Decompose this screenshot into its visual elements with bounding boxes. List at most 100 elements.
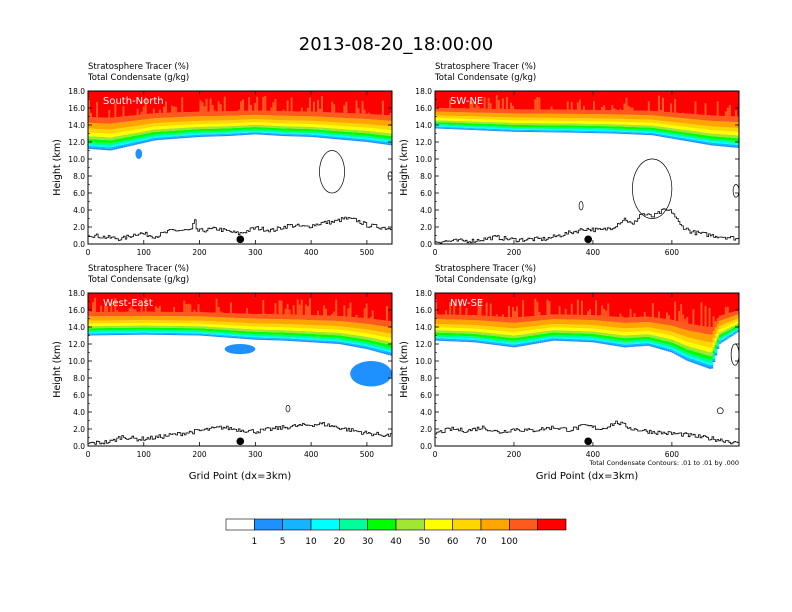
tracer-band-cell: [696, 136, 700, 139]
tracer-band-cell: [175, 293, 178, 312]
tracer-band-cell: [453, 118, 456, 121]
tracer-band-cell: [373, 124, 377, 129]
tracer-band-cell: [92, 334, 95, 336]
tracer-band-cell: [134, 329, 138, 332]
tracer-band-cell: [110, 91, 113, 118]
tracer-band-cell: [108, 91, 111, 118]
tracer-band-cell: [193, 328, 197, 331]
tracer-band-cell: [710, 133, 714, 137]
tracer-band-cell: [244, 335, 247, 337]
tracer-band-cell: [499, 130, 503, 132]
tracer-band-cell: [312, 334, 316, 337]
tracer-band-cell: [718, 141, 722, 144]
tracer-band-cell: [292, 340, 296, 342]
tracer-band-cell: [447, 115, 450, 119]
tracer-band-cell: [726, 116, 730, 122]
tracer-band-cell: [162, 137, 166, 139]
tracer-band-cell: [674, 130, 677, 134]
tracer-band-cell: [304, 324, 308, 329]
tracer-band-cell: [712, 133, 716, 137]
tracer-band-cell: [250, 104, 253, 111]
tracer-band-cell: [126, 134, 130, 138]
tracer-band-cell: [156, 311, 160, 317]
tracer-band-cell: [609, 110, 612, 115]
tracer-band-cell: [556, 130, 560, 132]
tracer-band-cell: [179, 334, 182, 336]
tracer-band-cell: [337, 335, 340, 338]
tracer-band-cell: [387, 126, 391, 130]
tracer-band-cell: [361, 135, 365, 138]
tracer-band-cell: [327, 332, 330, 335]
tracer-band-cell: [704, 125, 708, 130]
tracer-band-cell: [544, 123, 548, 126]
tracer-band-cell: [90, 112, 93, 118]
tracer-band-cell: [146, 124, 150, 128]
tracer-band-cell: [351, 134, 355, 137]
tracer-band-cell: [276, 130, 280, 133]
tracer-band-cell: [229, 302, 232, 314]
tracer-band-cell: [489, 112, 493, 117]
tracer-band-cell: [351, 139, 355, 141]
tracer-band-cell: [114, 133, 117, 137]
tracer-band-cell: [173, 330, 176, 332]
tracer-band-cell: [489, 124, 493, 127]
tracer-band-cell: [100, 305, 103, 313]
tracer-band-cell: [526, 117, 529, 121]
tracer-band-cell: [461, 112, 464, 117]
tracer-band-cell: [704, 129, 708, 133]
tracer-band-cell: [643, 133, 647, 135]
tracer-band-cell: [479, 108, 483, 113]
tracer-band-cell: [451, 115, 454, 119]
tracer-band-cell: [471, 119, 475, 122]
tracer-band-cell: [203, 106, 206, 112]
tracer-band-cell: [564, 127, 568, 130]
tracer-band-cell: [308, 135, 312, 137]
tracer-band-cell: [124, 320, 128, 324]
tracer-band-cell: [108, 311, 111, 313]
tracer-band-cell: [90, 330, 93, 333]
tracer-band-cell: [150, 327, 154, 330]
tracer-band-cell: [674, 122, 677, 126]
tracer-band-cell: [643, 115, 647, 120]
tracer-band-cell: [516, 126, 519, 129]
tracer-band-cell: [142, 333, 146, 335]
tracer-band-cell: [657, 134, 661, 136]
tracer-band-cell: [256, 337, 259, 339]
tracer-band-cell: [244, 337, 247, 339]
tracer-band-cell: [580, 118, 584, 122]
tracer-band-cell: [321, 336, 324, 339]
tracer-band-cell: [481, 116, 485, 120]
tracer-band-cell: [219, 91, 223, 112]
tracer-band-cell: [300, 339, 304, 341]
tracer-band-cell: [308, 324, 312, 329]
tracer-band-cell: [467, 126, 471, 128]
tracer-band-cell: [286, 123, 290, 127]
tracer-band-cell: [282, 111, 286, 116]
plot-area: [435, 91, 739, 244]
tracer-band-cell: [296, 327, 300, 331]
tracer-band-cell: [546, 91, 550, 110]
tracer-band-cell: [615, 110, 618, 115]
tracer-band-cell: [162, 331, 166, 333]
tracer-band-cell: [587, 121, 590, 124]
tracer-band-cell: [611, 132, 614, 134]
tracer-band-cell: [96, 144, 99, 147]
tracer-band-cell: [104, 293, 107, 313]
tracer-band-cell: [138, 132, 142, 135]
tracer-band-cell: [169, 325, 172, 328]
tracer-band-cell: [209, 123, 213, 127]
tracer-band-cell: [627, 133, 631, 135]
tracer-band-cell: [672, 137, 675, 139]
tracer-band-cell: [183, 112, 186, 117]
tracer-band-cell: [165, 131, 168, 134]
tracer-band-cell: [361, 133, 365, 136]
tracer-band-cell: [674, 125, 677, 129]
tracer-band-cell: [339, 133, 342, 136]
tracer-band-cell: [708, 114, 711, 116]
tracer-band-cell: [306, 324, 310, 329]
tracer-band-cell: [199, 323, 203, 327]
tracer-band-cell: [242, 293, 245, 314]
tracer-band-cell: [246, 91, 249, 111]
tracer-band-cell: [497, 117, 501, 120]
